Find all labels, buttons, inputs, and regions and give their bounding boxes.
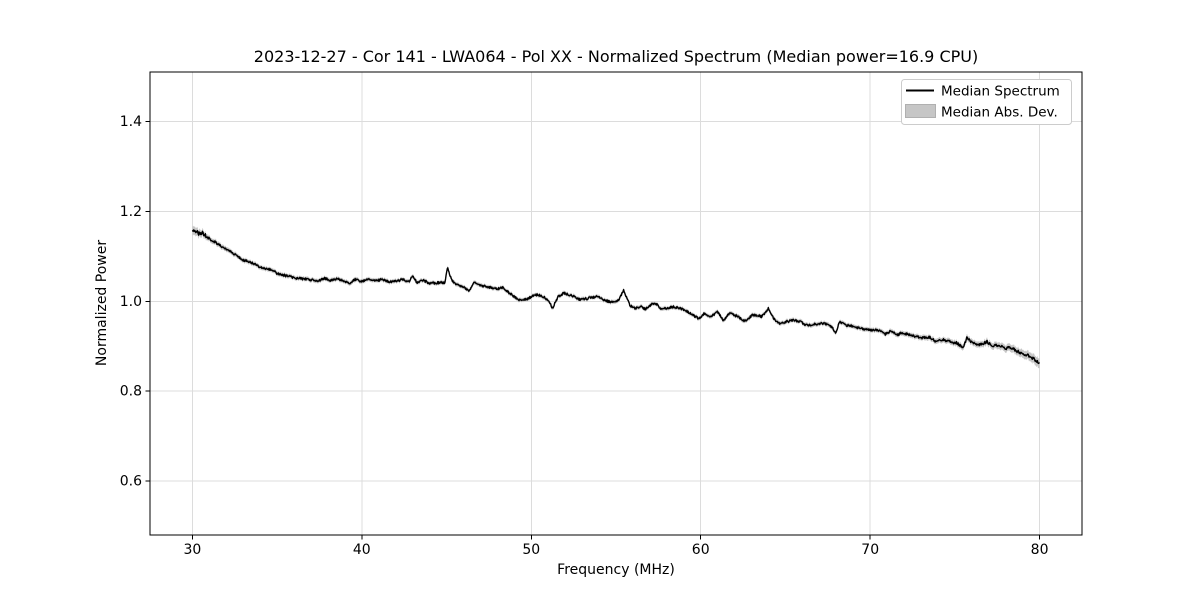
x-tick-label: 80 [1031, 542, 1049, 558]
median-abs-dev-band [192, 225, 1040, 369]
y-axis-ticks: 0.6 0.8 1.0 1.2 1.4 [120, 114, 150, 490]
x-tick-label: 50 [522, 542, 540, 558]
x-tick-label: 60 [692, 542, 710, 558]
y-tick-label: 0.8 [120, 384, 142, 400]
y-tick-label: 1.4 [120, 114, 142, 130]
chart-title: 2023-12-27 - Cor 141 - LWA064 - Pol XX -… [254, 47, 978, 66]
mad-band-polygon [192, 225, 1040, 369]
gridlines [150, 72, 1082, 535]
legend: Median Spectrum Median Abs. Dev. [901, 79, 1072, 125]
y-tick-label: 1.0 [120, 294, 142, 310]
x-axis-ticks: 30 40 50 60 70 80 [183, 535, 1049, 558]
median-spectrum-line [191, 229, 1040, 365]
y-tick-label: 1.2 [120, 204, 142, 220]
legend-label-median-spectrum: Median Spectrum [941, 84, 1060, 100]
x-tick-label: 30 [183, 542, 201, 558]
legend-label-median-abs-dev: Median Abs. Dev. [941, 105, 1058, 121]
x-tick-label: 70 [861, 542, 879, 558]
median-spectrum-path [191, 229, 1040, 365]
y-axis-label: Normalized Power [94, 240, 110, 366]
legend-patch-swatch [905, 104, 936, 118]
legend-box [901, 79, 1072, 125]
x-tick-label: 40 [353, 542, 371, 558]
x-axis-label: Frequency (MHz) [557, 562, 675, 578]
y-tick-label: 0.6 [120, 474, 142, 490]
plot-border [149, 71, 1083, 536]
